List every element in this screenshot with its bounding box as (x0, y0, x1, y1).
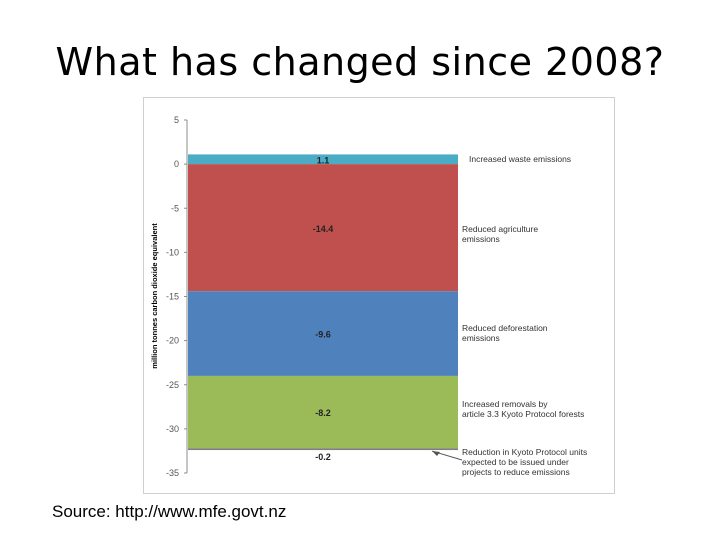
bar-segment (188, 164, 458, 292)
description-line: expected to be issued under (462, 457, 569, 467)
bar-segment (188, 448, 458, 451)
data-label: -14.4 (313, 224, 334, 234)
chart-frame: 5 0 -5 -10 -15 -20 -25 -30 -35 1.1 -14.4 -9.6 -8.2 -… (143, 97, 615, 494)
data-label: -0.2 (315, 452, 331, 462)
segment-description: Increased removals by article 3.3 Kyoto P… (462, 399, 584, 419)
y-tick-label: 5 (174, 115, 179, 125)
description-line: emissions (462, 333, 500, 343)
y-tick-label: -30 (166, 424, 179, 434)
y-tick-label: -20 (166, 336, 179, 346)
y-tick-label: -25 (166, 380, 179, 390)
pointer-arrow-head (432, 451, 440, 457)
data-label: -8.2 (315, 408, 331, 418)
description-line: article 3.3 Kyoto Protocol forests (462, 409, 584, 419)
bar-segment (188, 154, 458, 165)
description-line: Reduction in Kyoto Protocol units (462, 447, 587, 457)
data-label: 1.1 (317, 155, 330, 165)
bar-segment (188, 291, 458, 376)
chart-svg: 5 0 -5 -10 -15 -20 -25 -30 -35 1.1 -14.4 -9.6 -8.2 -… (150, 115, 587, 478)
data-labels: 1.1 -14.4 -9.6 -8.2 -0.2 (313, 155, 334, 462)
segment-description: Reduced agriculture emissions (462, 224, 538, 244)
y-tick-label: 0 (174, 159, 179, 169)
y-axis: 5 0 -5 -10 -15 -20 -25 -30 -35 (166, 115, 188, 478)
source-note: Source: http://www.mfe.govt.nz (52, 502, 287, 521)
y-axis-label: million tonnes carbon dioxide equivalent (150, 223, 159, 369)
segment-description: Increased waste emissions (469, 154, 571, 164)
description-line: projects to reduce emissions (462, 467, 570, 477)
stacked-bar (188, 154, 458, 451)
description-line: Reduced deforestation (462, 323, 548, 333)
slide-title: What has changed since 2008? (55, 40, 665, 84)
y-tick-label: -5 (171, 203, 179, 213)
description-line: Increased waste emissions (469, 154, 571, 164)
description-line: Reduced agriculture (462, 224, 538, 234)
y-tick-label: -15 (166, 292, 179, 302)
y-tick-label: -10 (166, 247, 179, 257)
bar-segment (188, 375, 458, 449)
y-tick-label: -35 (166, 468, 179, 478)
description-line: emissions (462, 234, 500, 244)
segment-description: Reduction in Kyoto Protocol units expecte… (462, 447, 587, 477)
description-line: Increased removals by (462, 399, 548, 409)
segment-descriptions: Increased waste emissions Reduced agricul… (431, 154, 587, 477)
data-label: -9.6 (315, 330, 331, 340)
segment-description: Reduced deforestation emissions (462, 323, 548, 343)
